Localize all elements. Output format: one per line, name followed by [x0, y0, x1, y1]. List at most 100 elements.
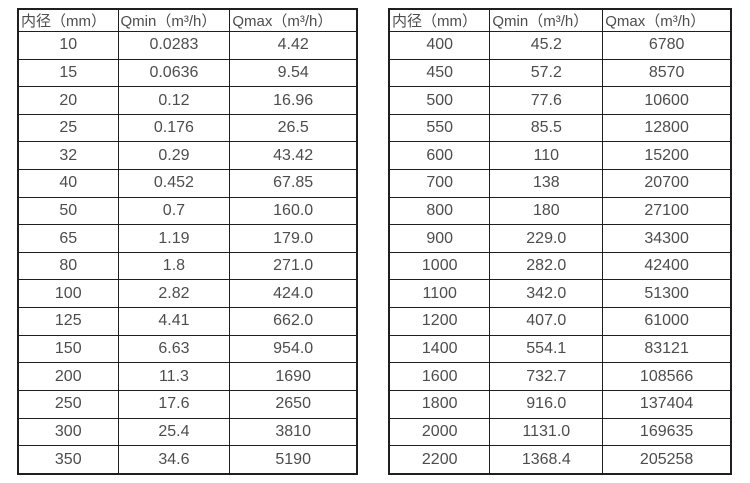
table-cell: 27100: [602, 196, 732, 226]
table-cell: 1368.4: [489, 445, 604, 475]
table-cell: 550: [388, 113, 491, 143]
table-cell: 150: [17, 334, 119, 364]
column-header: Qmin（m³/h）: [489, 8, 604, 32]
table-cell: 2000: [388, 417, 491, 447]
table-cell: 3810: [229, 417, 358, 447]
table-cell: 137404: [602, 389, 732, 419]
table-cell: 32: [17, 141, 119, 171]
flow-spec-table-right: 内径（mm） Qmin（m³/h） Qmax（m³/h） 400 45.2 6780 45…: [388, 8, 732, 475]
table-cell: 229.0: [489, 224, 604, 253]
table-cell: 407.0: [489, 307, 604, 336]
table-cell: 9.54: [229, 58, 358, 88]
table-cell: 250: [17, 389, 119, 419]
table-cell: 4.41: [117, 307, 231, 336]
table-cell: 350: [17, 445, 119, 475]
table-cell: 342.0: [489, 279, 604, 309]
table-cell: 554.1: [489, 334, 604, 364]
table-row: 350 34.6 5190: [17, 445, 358, 475]
table-cell: 2200: [388, 445, 491, 475]
table-cell: 900: [388, 224, 491, 253]
table-row: 32 0.29 43.42: [17, 141, 358, 171]
table-cell: 1600: [388, 362, 491, 391]
table-row: 2000 1131.0 169635: [388, 417, 732, 447]
table-cell: 6.63: [117, 334, 231, 364]
table-cell: 600: [388, 141, 491, 171]
table-header-row: 内径（mm） Qmin（m³/h） Qmax（m³/h）: [388, 8, 732, 32]
table-cell: 160.0: [229, 196, 358, 226]
table-cell: 110: [489, 141, 604, 171]
table-cell: 732.7: [489, 362, 604, 391]
table-cell: 138: [489, 169, 604, 198]
table-cell: 271.0: [229, 251, 358, 281]
column-header: Qmin（m³/h）: [117, 8, 231, 32]
table-row: 550 85.5 12800: [388, 113, 732, 143]
table-row: 500 77.6 10600: [388, 86, 732, 115]
table-cell: 0.12: [117, 86, 231, 115]
table-cell: 34300: [602, 224, 732, 253]
table-row: 2200 1368.4 205258: [388, 445, 732, 475]
table-cell: 300: [17, 417, 119, 447]
flow-spec-table-left: 内径（mm） Qmin（m³/h） Qmax（m³/h） 10 0.0283 4.42 1…: [17, 8, 358, 475]
table-cell: 34.6: [117, 445, 231, 475]
table-cell: 12800: [602, 113, 732, 143]
table-cell: 80: [17, 251, 119, 281]
table-row: 600 110 15200: [388, 141, 732, 171]
table-cell: 800: [388, 196, 491, 226]
table-row: 450 57.2 8570: [388, 58, 732, 88]
table-cell: 916.0: [489, 389, 604, 419]
table-cell: 61000: [602, 307, 732, 336]
table-row: 250 17.6 2650: [17, 389, 358, 419]
table-row: 1100 342.0 51300: [388, 279, 732, 309]
table-row: 1800 916.0 137404: [388, 389, 732, 419]
table-cell: 0.176: [117, 113, 231, 143]
table-row: 40 0.452 67.85: [17, 169, 358, 198]
table-cell: 15200: [602, 141, 732, 171]
table-row: 150 6.63 954.0: [17, 334, 358, 364]
column-header: Qmax（m³/h）: [602, 8, 732, 32]
table-cell: 662.0: [229, 307, 358, 336]
column-header: 内径（mm）: [17, 8, 119, 32]
table-cell: 282.0: [489, 251, 604, 281]
table-cell: 4.42: [229, 31, 358, 60]
table-cell: 42400: [602, 251, 732, 281]
table-row: 400 45.2 6780: [388, 31, 732, 60]
table-cell: 1400: [388, 334, 491, 364]
table-cell: 50: [17, 196, 119, 226]
table-cell: 77.6: [489, 86, 604, 115]
table-header-row: 内径（mm） Qmin（m³/h） Qmax（m³/h）: [17, 8, 358, 32]
table-cell: 100: [17, 279, 119, 309]
table-row: 800 180 27100: [388, 196, 732, 226]
table-row: 700 138 20700: [388, 169, 732, 198]
table-row: 1200 407.0 61000: [388, 307, 732, 336]
table-cell: 67.85: [229, 169, 358, 198]
table-row: 100 2.82 424.0: [17, 279, 358, 309]
table-cell: 10: [17, 31, 119, 60]
table-cell: 2.82: [117, 279, 231, 309]
table-cell: 0.0283: [117, 31, 231, 60]
table-cell: 1690: [229, 362, 358, 391]
table-cell: 108566: [602, 362, 732, 391]
table-cell: 20700: [602, 169, 732, 198]
table-cell: 200: [17, 362, 119, 391]
table-cell: 500: [388, 86, 491, 115]
table-cell: 180: [489, 196, 604, 226]
table-cell: 1000: [388, 251, 491, 281]
table-row: 200 11.3 1690: [17, 362, 358, 391]
table-row: 1000 282.0 42400: [388, 251, 732, 281]
table-cell: 1131.0: [489, 417, 604, 447]
table-cell: 45.2: [489, 31, 604, 60]
table-cell: 1100: [388, 279, 491, 309]
table-cell: 17.6: [117, 389, 231, 419]
column-header: Qmax（m³/h）: [229, 8, 358, 32]
table-cell: 450: [388, 58, 491, 88]
table-cell: 10600: [602, 86, 732, 115]
table-cell: 40: [17, 169, 119, 198]
table-row: 125 4.41 662.0: [17, 307, 358, 336]
table-cell: 57.2: [489, 58, 604, 88]
table-cell: 1.8: [117, 251, 231, 281]
table-cell: 700: [388, 169, 491, 198]
table-cell: 400: [388, 31, 491, 60]
table-cell: 169635: [602, 417, 732, 447]
table-cell: 83121: [602, 334, 732, 364]
column-header: 内径（mm）: [388, 8, 491, 32]
